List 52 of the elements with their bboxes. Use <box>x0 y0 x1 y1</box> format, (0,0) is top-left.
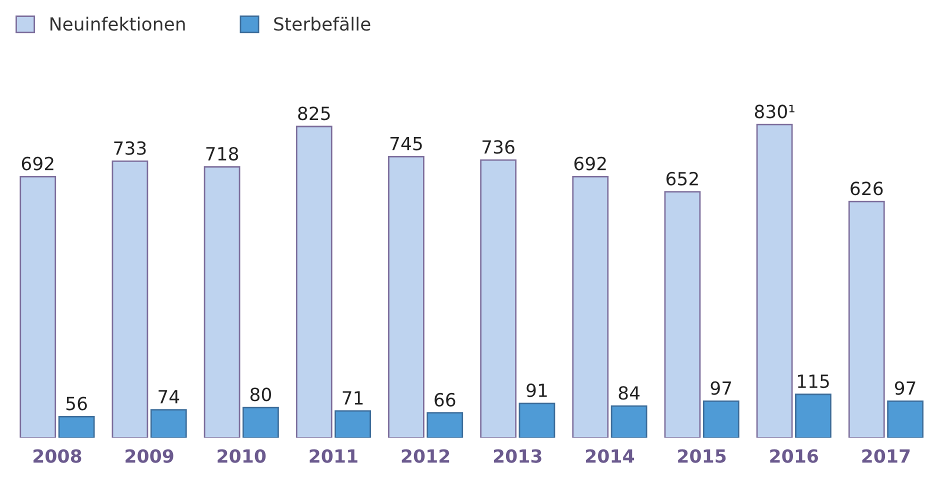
bar <box>58 416 95 438</box>
data-label: 115 <box>798 374 829 388</box>
bar <box>702 400 740 438</box>
bar <box>296 126 332 438</box>
x-tick-label: 2013 <box>494 449 542 463</box>
x-tick-label: 2017 <box>862 449 910 463</box>
data-label: 736 <box>482 140 514 154</box>
x-tick-label: 2014 <box>586 449 634 463</box>
data-label: 830¹ <box>754 104 794 118</box>
data-label: 80 <box>250 388 272 402</box>
data-label: 626 <box>850 182 883 196</box>
bar <box>848 200 885 438</box>
bar <box>572 176 609 438</box>
legend-label: Neuinfektionen <box>50 16 185 31</box>
data-label: 66 <box>434 392 456 407</box>
bar <box>242 406 279 438</box>
bar <box>334 410 371 438</box>
data-label: 745 <box>390 136 422 150</box>
bar <box>795 394 832 438</box>
data-label: 692 <box>22 156 54 170</box>
data-label: 71 <box>342 391 363 404</box>
bar <box>112 160 148 438</box>
data-label: 91 <box>526 383 547 398</box>
bar <box>388 156 424 438</box>
x-tick-label: 2015 <box>678 449 726 463</box>
data-label: 652 <box>666 172 698 186</box>
data-label: 97 <box>710 381 732 395</box>
x-tick-label: 2009 <box>126 449 174 463</box>
data-label: 84 <box>618 386 640 400</box>
bar <box>664 191 701 438</box>
bar <box>480 159 516 438</box>
bar <box>756 124 793 438</box>
data-label: 56 <box>66 396 87 410</box>
x-tick-label: 2011 <box>310 449 358 463</box>
x-tick-label: 2016 <box>770 449 818 463</box>
data-label: 692 <box>574 156 606 170</box>
data-label: 825 <box>298 106 330 120</box>
data-label: 74 <box>158 390 180 404</box>
data-label: 718 <box>206 146 238 161</box>
bar <box>204 166 240 438</box>
bar <box>150 409 187 438</box>
data-label: 733 <box>114 141 146 155</box>
bar <box>518 402 556 438</box>
data-label: 97 <box>894 381 916 395</box>
x-tick-label: 2010 <box>218 449 266 463</box>
legend-label: Sterbefälle <box>274 16 370 31</box>
bar <box>20 176 56 438</box>
bar <box>610 405 648 438</box>
x-tick-label: 2008 <box>34 449 82 463</box>
x-tick-label: 2012 <box>402 449 450 463</box>
bar <box>887 400 924 438</box>
bar <box>426 412 464 438</box>
